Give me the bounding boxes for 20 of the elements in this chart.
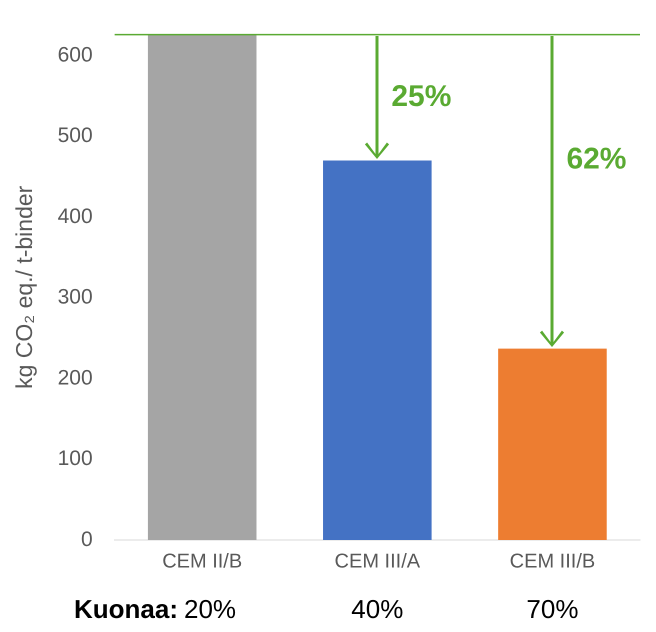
x-tick-label: CEM III/B [510,550,596,573]
y-tick-label: 200 [58,366,93,390]
text: 70% [526,594,578,624]
y-tick-label: 300 [58,286,93,309]
x-tick-label: CEM II/B [162,550,242,573]
y-tick-label: 600 [58,43,93,66]
x-tick-label: CEM III/A [334,550,421,573]
bar [148,34,256,540]
y-tick-label: 400 [58,204,93,228]
annotation: 62% [566,142,626,176]
y-tick-label: 500 [58,124,93,148]
text: 40% [351,594,404,624]
y-axis-title: kg CO₂ eq./ t-binder [11,185,38,389]
bar [323,160,432,540]
annotation: 25% [391,80,452,113]
text: 20% [184,594,236,624]
y-tick-label: 0 [80,528,93,551]
y-tick-label: 100 [58,447,93,470]
text: Kuonaa: [74,594,178,624]
bar [498,348,607,540]
